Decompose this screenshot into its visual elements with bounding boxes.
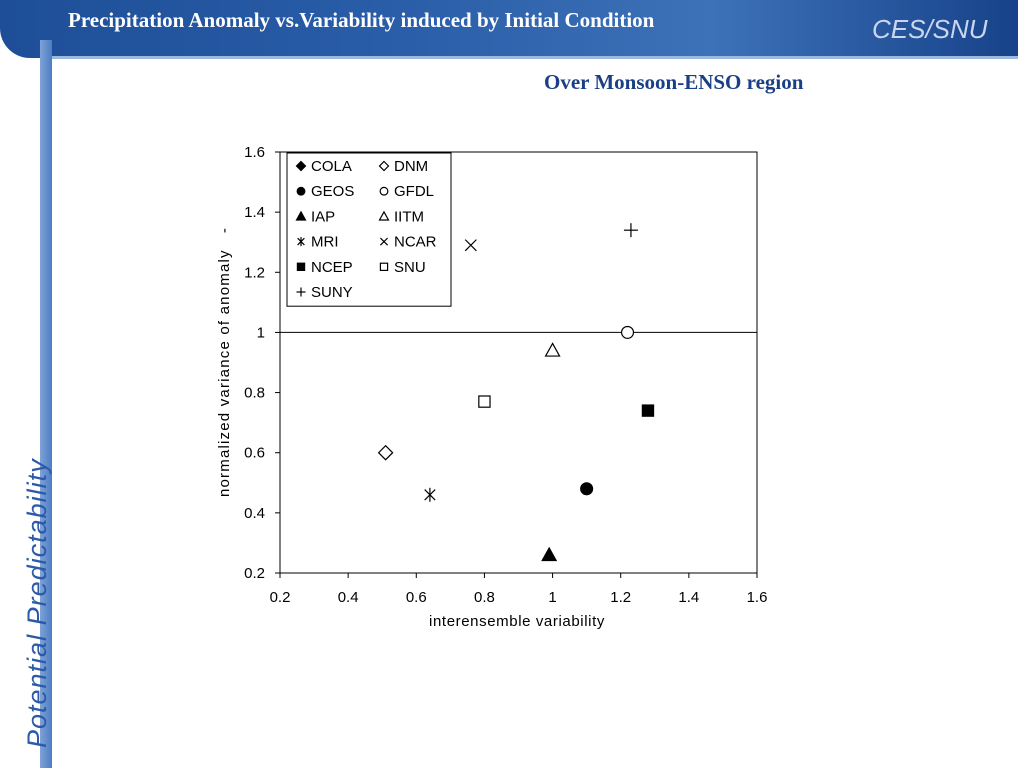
y-tick-label: 1.4: [244, 204, 265, 221]
legend-label-ncar: NCAR: [394, 234, 437, 251]
legend-label-iitm: IITM: [394, 208, 424, 225]
y-tick-label: 0.6: [244, 445, 265, 462]
legend-marker-snu: [379, 262, 389, 272]
legend-marker-gfdl: [379, 186, 389, 196]
legend-label-geos: GEOS: [311, 183, 354, 200]
x-tick-label: 1.6: [747, 589, 768, 606]
brand-logo-text: CES/SNU: [872, 14, 988, 44]
x-tick-label: 0.2: [270, 589, 291, 606]
y-tick-label: 1.2: [244, 264, 265, 281]
header-underline: [52, 56, 1018, 59]
x-axis-label: interensemble variability: [429, 613, 605, 630]
legend-marker-mri: [297, 237, 305, 247]
data-point-iitm: [544, 342, 561, 357]
data-point-dnm: [377, 444, 394, 461]
y-tick-label: 1: [257, 324, 265, 341]
header-bar: [0, 0, 1018, 58]
data-point-gfdl: [620, 325, 635, 339]
legend-marker-iitm: [378, 210, 390, 221]
y-axis-label: normalized variance of anomaly -: [216, 227, 233, 497]
legend-marker-geos: [296, 186, 306, 196]
legend-marker-dnm: [378, 160, 390, 172]
legend-marker-cola: [295, 160, 307, 172]
legend-label-iap: IAP: [311, 208, 335, 225]
legend-marker-ncar: [379, 237, 389, 246]
legend-box: [286, 152, 452, 307]
legend-marker-iap: [295, 210, 307, 221]
legend-label-suny: SUNY: [311, 284, 353, 301]
x-tick-label: 0.4: [338, 589, 359, 606]
legend-label-snu: SNU: [394, 259, 426, 276]
x-tick-label: 1: [548, 589, 556, 606]
side-accent-bar: [40, 40, 52, 768]
legend-label-ncep: NCEP: [311, 259, 353, 276]
chart-subtitle: Over Monsoon-ENSO region: [544, 70, 804, 94]
x-tick-label: 1.2: [610, 589, 631, 606]
x-tick-label: 0.6: [406, 589, 427, 606]
slide-title: Precipitation Anomaly vs.Variability ind…: [68, 8, 655, 32]
legend-marker-ncep: [296, 262, 306, 272]
legend-label-mri: MRI: [311, 234, 339, 251]
data-point-suny: [623, 223, 638, 238]
data-point-ncar: [464, 239, 477, 252]
y-tick-label: 1.6: [244, 144, 265, 161]
data-point-iap: [541, 546, 558, 562]
data-point-ncep: [641, 404, 655, 417]
y-tick-label: 0.8: [244, 385, 265, 402]
y-tick-label: 0.2: [244, 565, 265, 582]
x-tick-label: 0.8: [474, 589, 495, 606]
data-point-mri: [424, 487, 436, 502]
data-point-snu: [478, 395, 491, 408]
legend-label-cola: COLA: [311, 158, 352, 175]
legend-label-dnm: DNM: [394, 158, 428, 175]
data-point-geos: [580, 482, 594, 496]
x-tick-label: 1.4: [678, 589, 699, 606]
legend-marker-suny: [296, 287, 306, 297]
legend-label-gfdl: GFDL: [394, 183, 434, 200]
y-tick-label: 0.4: [244, 505, 265, 522]
